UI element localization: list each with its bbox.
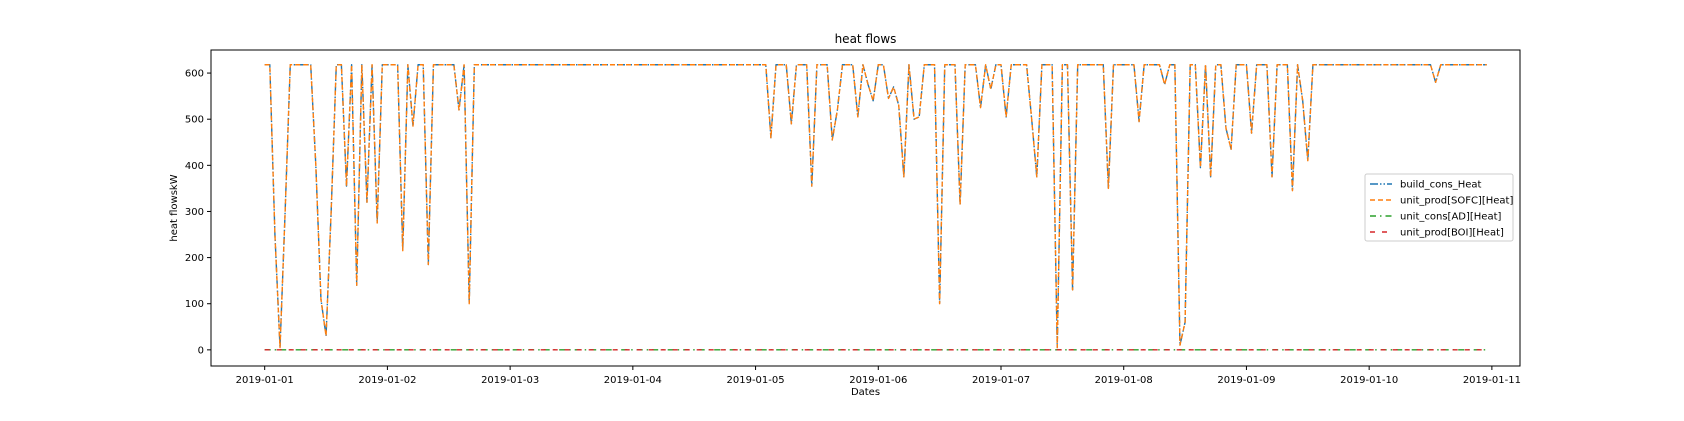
y-tick-label: 400 [185,161,204,172]
y-axis-label: heat flowskW [169,174,180,241]
x-axis-label: Dates [851,387,880,398]
y-tick-label: 0 [198,345,204,356]
y-tick-label: 100 [185,299,204,310]
x-tick-label: 2019-01-10 [1340,375,1398,386]
series-layer [264,64,1487,351]
y-tick-label: 200 [185,253,204,264]
x-tick-label: 2019-01-03 [481,375,539,386]
legend-entry-label: unit_cons[AD][Heat] [1400,212,1502,223]
x-tick-label: 2019-01-01 [236,375,294,386]
x-tick-label: 2019-01-06 [849,375,907,386]
plot-frame [210,49,1521,367]
y-axis-ticks: 0 100 200 300 400 500 600 [185,69,211,356]
legend-entry-label: build_cons_Heat [1400,180,1482,191]
chart-title: heat flows [835,32,897,46]
legend-entry-label: unit_prod[SOFC][Heat] [1400,196,1513,207]
legend-entry-label: unit_prod[BOI][Heat] [1400,228,1504,239]
y-tick-label: 600 [185,69,204,80]
y-tick-label: 500 [185,115,204,126]
x-tick-label: 2019-01-04 [604,375,662,386]
series-line-2 [264,64,1487,349]
x-tick-label: 2019-01-02 [358,375,416,386]
legend: build_cons_Heat unit_prod[SOFC][Heat]unit… [1364,173,1514,242]
x-tick-label: 2019-01-05 [727,375,785,386]
legend-box [1364,173,1514,242]
x-axis-ticks: 2019-01-01 2019-01-02 2019-01-03 2019-01-04… [236,366,1521,386]
x-tick-label: 2019-01-07 [972,375,1030,386]
y-tick-label: 300 [185,207,204,218]
x-tick-label: 2019-01-08 [1095,375,1153,386]
x-tick-label: 2019-01-11 [1463,375,1521,386]
x-tick-label: 2019-01-09 [1217,375,1275,386]
